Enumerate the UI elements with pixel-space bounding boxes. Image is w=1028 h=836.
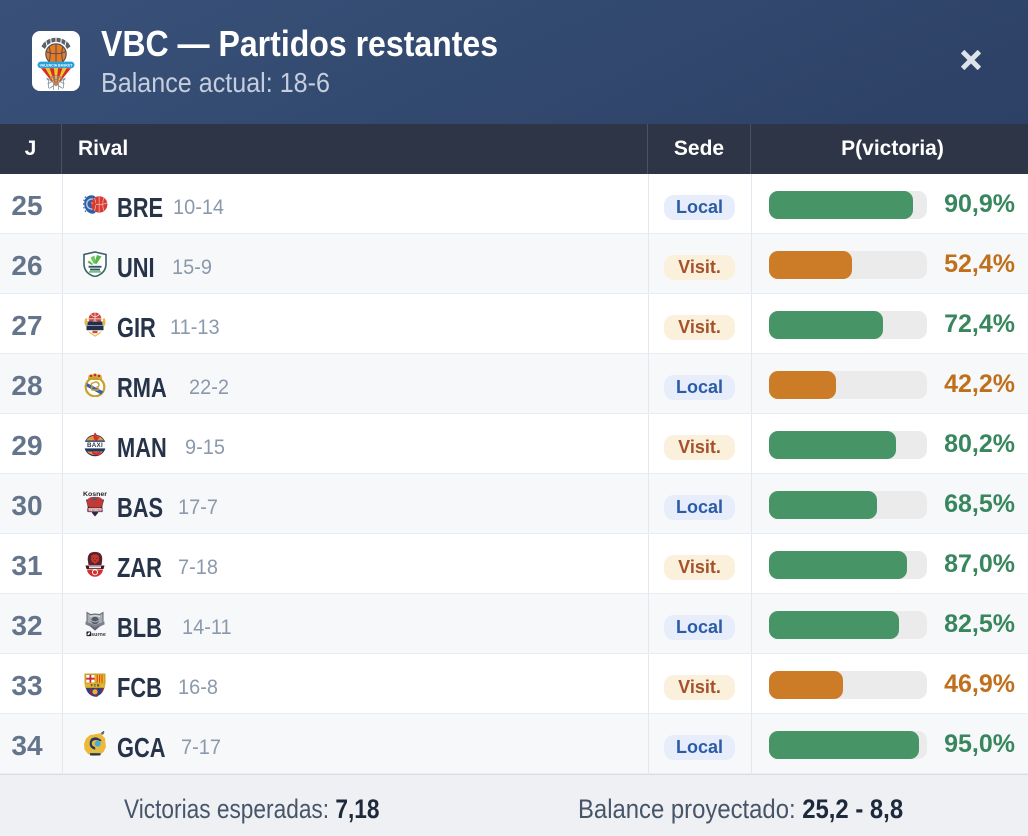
svg-text:surne: surne <box>91 632 106 637</box>
svg-text:Kosner: Kosner <box>83 491 107 498</box>
svg-text:VALENCIA BASKET: VALENCIA BASKET <box>40 64 74 68</box>
svg-text:F C B: F C B <box>91 684 100 688</box>
svg-text:BAXI: BAXI <box>87 442 103 449</box>
svg-text:BASKONIA: BASKONIA <box>87 508 104 512</box>
